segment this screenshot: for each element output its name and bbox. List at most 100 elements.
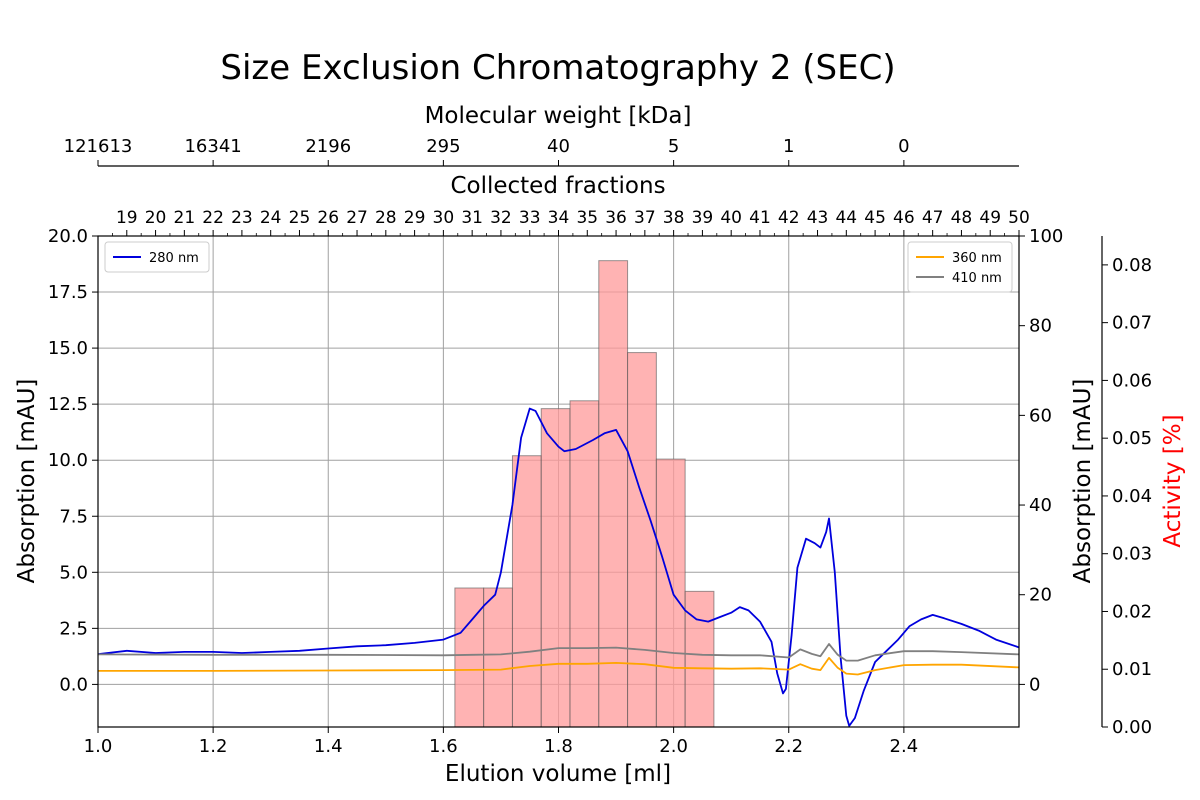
y2-tick-label: 0 <box>1029 674 1040 695</box>
y-tick-label: 2.5 <box>59 618 88 639</box>
y-tick-label: 17.5 <box>48 282 88 303</box>
x-tick-label: 2.4 <box>890 736 919 757</box>
x-tick-label: 1.4 <box>314 736 343 757</box>
fraction-tick-label: 21 <box>174 208 196 228</box>
fraction-tick-label: 27 <box>346 208 368 228</box>
chart-title: Size Exclusion Chromatography 2 (SEC) <box>220 48 895 88</box>
x-axis-label: Elution volume [ml] <box>445 761 671 787</box>
fraction-tick-label: 31 <box>461 208 483 228</box>
x-tick-label: 1.2 <box>199 736 228 757</box>
fraction-tick-label: 47 <box>922 208 944 228</box>
fraction-tick-label: 40 <box>720 208 742 228</box>
activity-bar <box>511 455 542 728</box>
y2-axis-label: Absorption [mAU] <box>1070 379 1096 584</box>
fraction-tick-label: 25 <box>289 208 311 228</box>
fraction-tick-label: 36 <box>605 208 627 228</box>
x-tick-label: 1.0 <box>84 736 113 757</box>
fraction-tick-label: 19 <box>116 208 138 228</box>
fraction-tick-label: 34 <box>548 208 570 228</box>
y-tick-label: 10.0 <box>48 450 88 471</box>
mw-tick-label: 5 <box>668 136 679 157</box>
fraction-tick-label: 48 <box>951 208 973 228</box>
y3-tick-label: 0.05 <box>1112 428 1152 449</box>
activity-bar <box>684 590 715 728</box>
fraction-tick-label: 37 <box>634 208 656 228</box>
legend-box <box>907 241 1013 293</box>
fraction-tick-label: 22 <box>202 208 224 228</box>
y3-tick-label: 0.01 <box>1112 659 1152 680</box>
y3-tick-label: 0.07 <box>1112 313 1152 334</box>
activity-bar <box>454 587 485 728</box>
y-tick-label: 12.5 <box>48 394 88 415</box>
mw-tick-label: 2196 <box>305 136 351 157</box>
activity-bar <box>598 260 629 728</box>
fraction-tick-label: 24 <box>260 208 282 228</box>
y3-axis-label: Activity [%] <box>1160 414 1186 547</box>
fraction-tick-label: 33 <box>519 208 541 228</box>
y3-tick-label: 0.06 <box>1112 370 1152 391</box>
fractions-axis-label: Collected fractions <box>450 173 665 199</box>
y-tick-label: 15.0 <box>48 338 88 359</box>
y3-tick-label: 0.04 <box>1112 486 1152 507</box>
series-line-410-nm <box>98 643 1019 662</box>
y3-tick-label: 0.00 <box>1112 717 1152 738</box>
legend-left: 280 nm <box>104 241 210 273</box>
axes: 1.0 1.2 1.4 1.6 1.8 2.0 2.2 2.40.02.55.07.510.0… <box>48 136 1152 757</box>
x-tick-label: 1.8 <box>544 736 573 757</box>
y-tick-label: 20.0 <box>48 226 88 247</box>
mw-tick-label: 295 <box>426 136 460 157</box>
mw-tick-label: 121613 <box>64 136 133 157</box>
x-tick-label: 2.2 <box>774 736 803 757</box>
fraction-tick-label: 26 <box>317 208 339 228</box>
fraction-tick-label: 41 <box>749 208 771 228</box>
fraction-tick-label: 42 <box>778 208 800 228</box>
y2-tick-label: 20 <box>1029 585 1052 606</box>
legend-right: 360 nm 410 nm <box>907 241 1013 293</box>
y-tick-label: 5.0 <box>59 562 88 583</box>
y2-tick-label: 60 <box>1029 405 1052 426</box>
fraction-tick-label: 44 <box>835 208 857 228</box>
y2-tick-label: 40 <box>1029 495 1052 516</box>
fraction-tick-label: 32 <box>490 208 512 228</box>
activity-bars <box>454 260 715 728</box>
fraction-tick-label: 39 <box>692 208 714 228</box>
fraction-tick-label: 45 <box>864 208 886 228</box>
activity-bar <box>627 352 657 728</box>
legend-label: 410 nm <box>952 271 1002 286</box>
y-tick-label: 7.5 <box>59 506 88 527</box>
series-line-280-nm <box>98 407 1019 727</box>
activity-bar <box>655 458 686 728</box>
fraction-tick-label: 20 <box>145 208 167 228</box>
fraction-tick-label: 50 <box>1008 208 1030 228</box>
fraction-tick-label: 28 <box>375 208 397 228</box>
y2-tick-label: 100 <box>1029 226 1063 247</box>
y-tick-label: 0.0 <box>59 674 88 695</box>
fraction-tick-label: 29 <box>404 208 426 228</box>
mw-tick-label: 1 <box>783 136 794 157</box>
y2-tick-label: 80 <box>1029 316 1052 337</box>
legend-box <box>104 241 210 273</box>
mw-tick-label: 16341 <box>184 136 241 157</box>
mw-tick-label: 40 <box>547 136 570 157</box>
activity-bar <box>540 408 571 728</box>
y3-tick-label: 0.03 <box>1112 544 1152 565</box>
activity-bar <box>569 400 600 728</box>
y3-tick-label: 0.02 <box>1112 601 1152 622</box>
legend-label: 360 nm <box>952 251 1002 266</box>
fraction-tick-label: 35 <box>576 208 598 228</box>
fraction-tick-label: 30 <box>433 208 455 228</box>
mw-tick-label: 0 <box>898 136 909 157</box>
y3-tick-label: 0.08 <box>1112 255 1152 276</box>
fraction-tick-label: 38 <box>663 208 685 228</box>
x-tick-label: 1.6 <box>429 736 458 757</box>
fraction-tick-label: 43 <box>807 208 829 228</box>
fraction-tick-label: 46 <box>893 208 915 228</box>
series-lines <box>98 407 1019 727</box>
x-tick-label: 2.0 <box>659 736 688 757</box>
y-axis-label: Absorption [mAU] <box>14 379 40 584</box>
molecular-weight-axis-label: Molecular weight [kDa] <box>425 103 692 129</box>
fraction-tick-label: 49 <box>979 208 1001 228</box>
activity-bar <box>483 587 513 728</box>
fraction-tick-label: 23 <box>231 208 253 228</box>
